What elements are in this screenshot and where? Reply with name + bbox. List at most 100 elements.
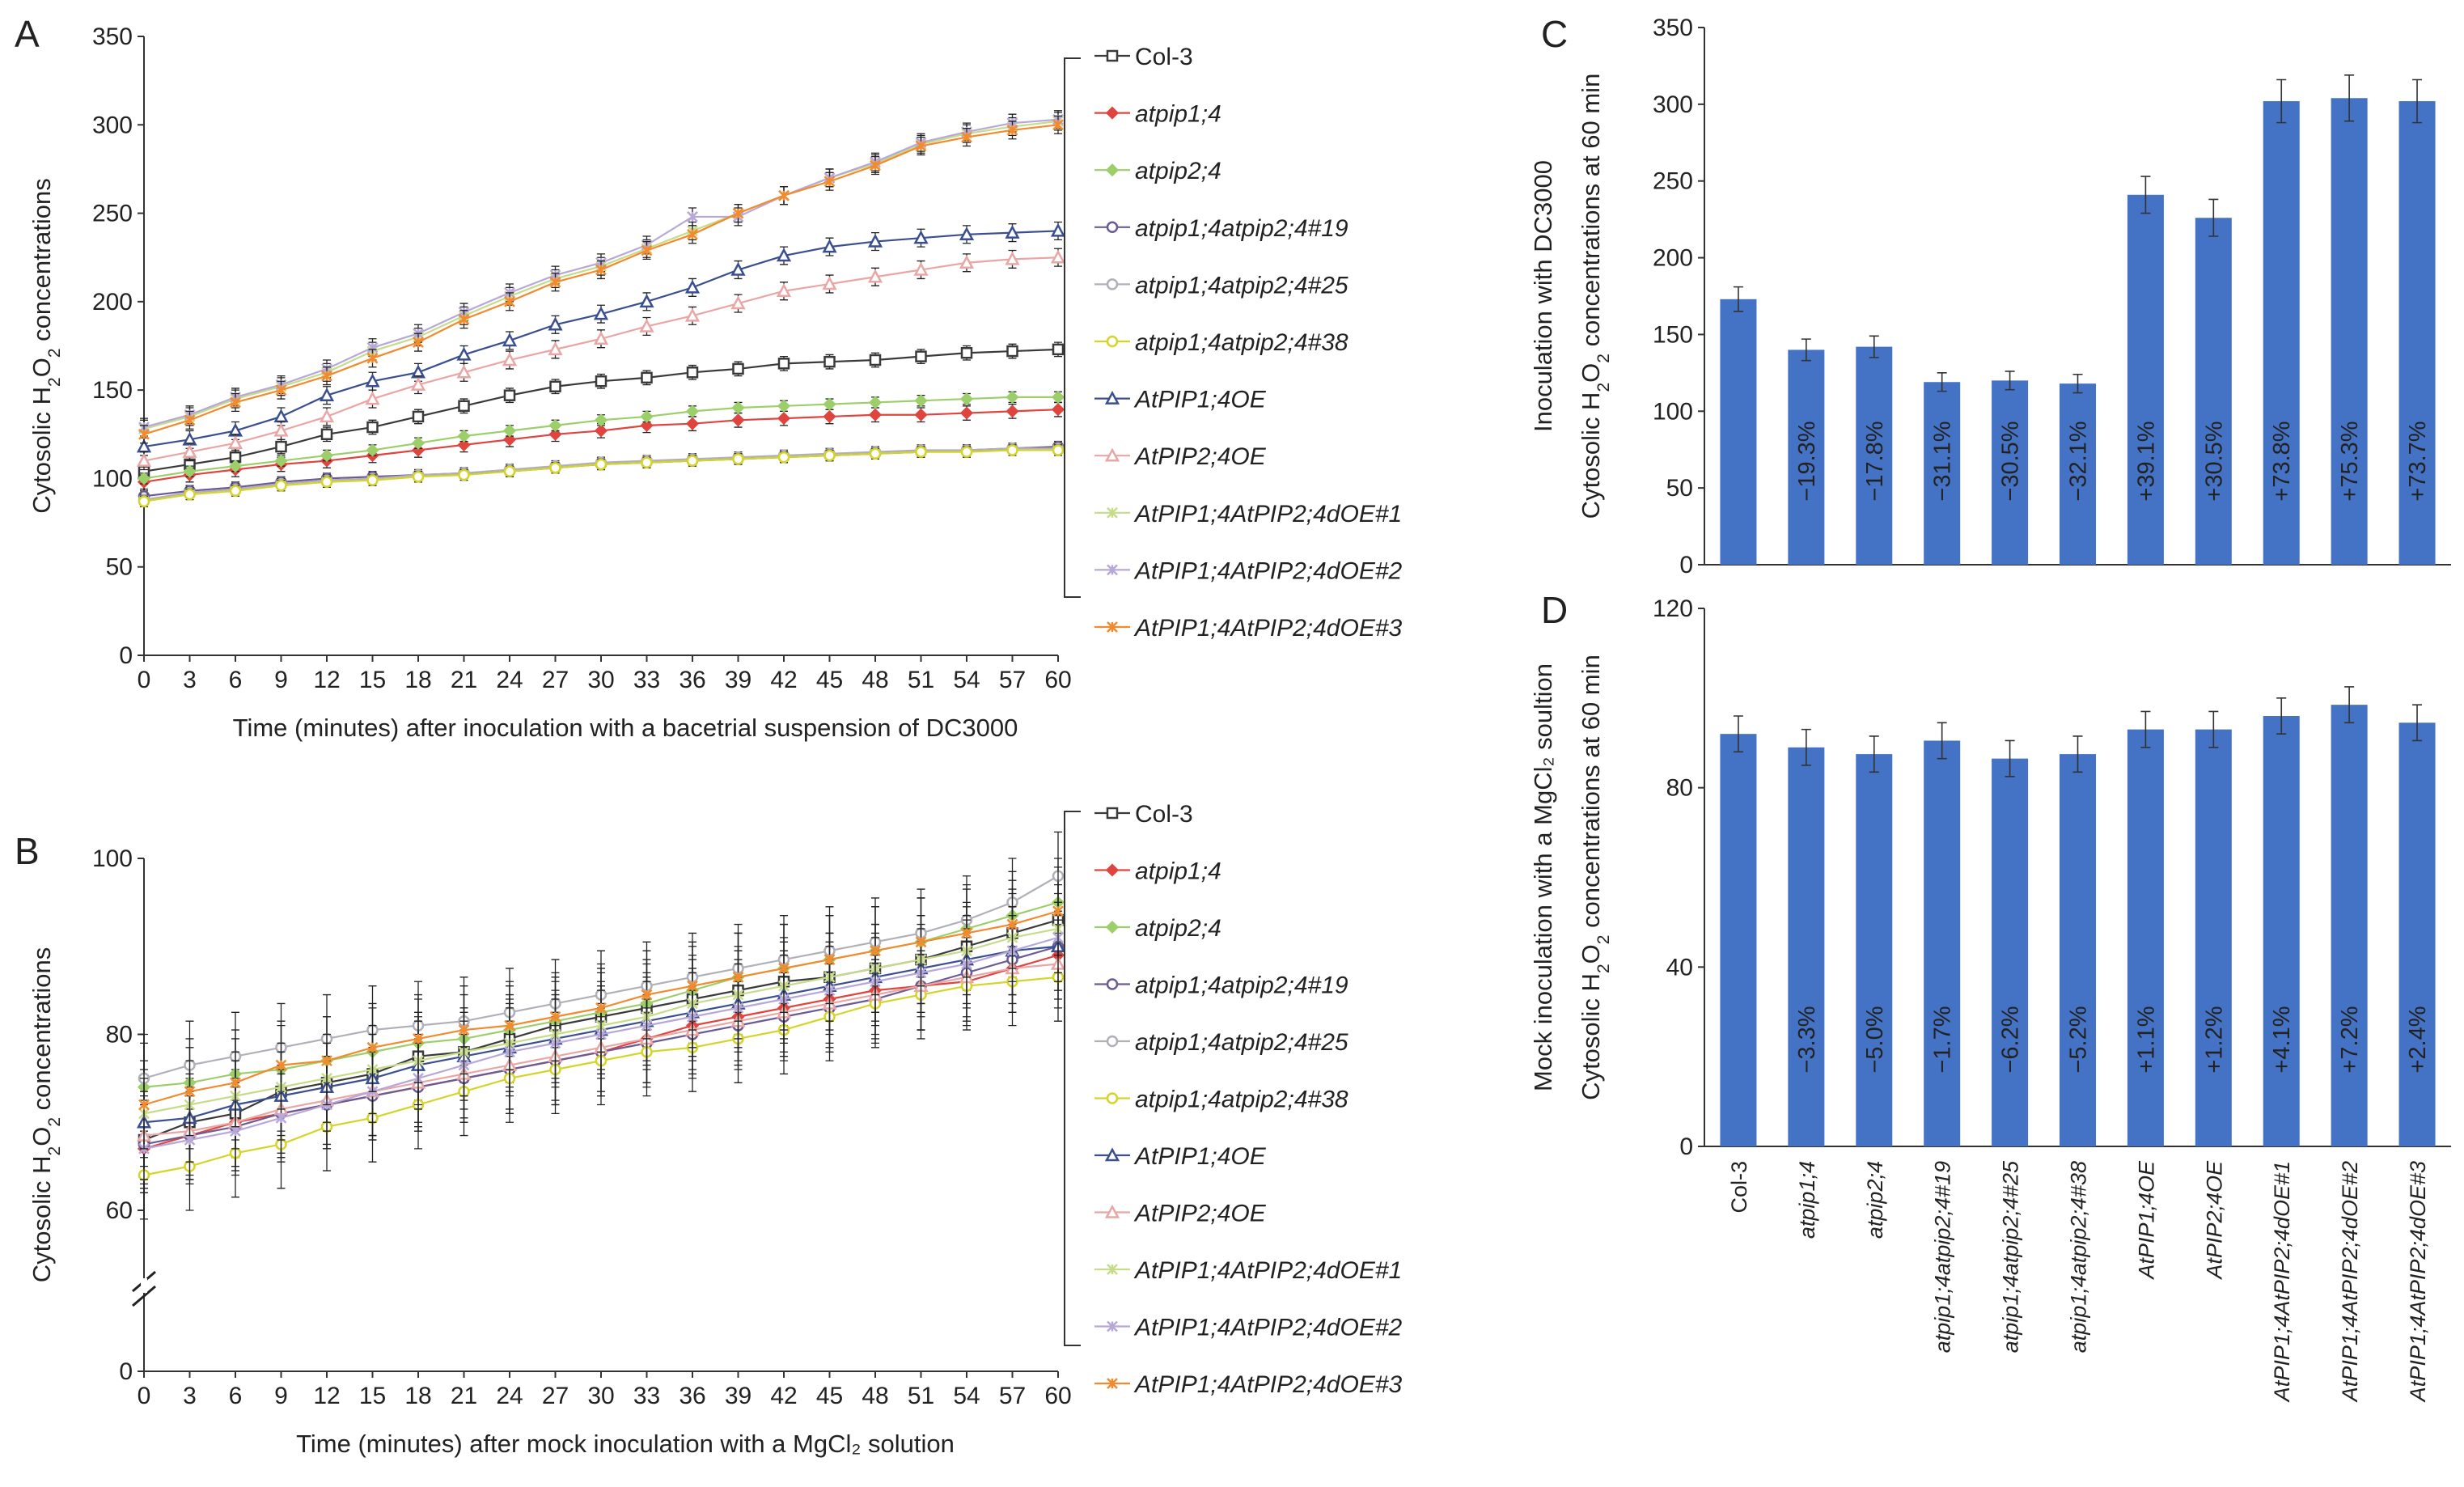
data-point — [914, 394, 928, 408]
legend-item-atpip1-4atpip2-4doe-1: AtPIP1;4AtPIP2;4dOE#1 — [1094, 501, 1402, 527]
legend-item-atpip1-4atpip2-4-19: atpip1;4atpip2;4#19 — [1094, 972, 1348, 999]
category-label: AtPIP1;4AtPIP2;4dOE#1 — [2270, 1161, 2294, 1403]
x-tick-label: 27 — [542, 1383, 569, 1409]
bar-atpip1-4oe: +1.1% AtPIP1;4OE — [2127, 710, 2164, 1281]
data-point — [777, 399, 791, 413]
legend-marker — [1104, 1147, 1120, 1162]
data-point — [961, 131, 972, 143]
data-point — [366, 474, 379, 486]
x-tick-label: 18 — [404, 667, 431, 693]
bar-atpip1-4atpip2-4-19: −1.7% atpip1;4atpip2;4#19 — [1924, 722, 1961, 1353]
x-tick-label: 36 — [679, 1383, 705, 1409]
data-point — [458, 1024, 470, 1036]
legend-item-atpip1-4oe: AtPIP1;4OE — [1094, 387, 1267, 413]
x-tick-label: 21 — [451, 667, 477, 693]
legend-label: atpip1;4atpip2;4#25 — [1135, 1029, 1348, 1056]
data-point — [867, 233, 883, 248]
data-point — [321, 1055, 332, 1067]
y-tick-label: 100 — [92, 845, 133, 872]
legend-item-atpip1-4atpip2-4doe-2: AtPIP1;4AtPIP2;4dOE#2 — [1094, 1315, 1403, 1341]
data-point — [730, 261, 746, 276]
legend-label: AtPIP1;4OE — [1133, 387, 1267, 413]
error-bar — [2208, 198, 2219, 237]
x-tick-label: 15 — [359, 667, 386, 693]
data-point — [320, 448, 334, 463]
data-point — [687, 211, 698, 222]
data-point — [777, 412, 791, 426]
data-point — [230, 396, 241, 409]
legend-item-atpip1-4atpip2-4doe-2: AtPIP1;4AtPIP2;4dOE#2 — [1094, 557, 1403, 584]
legend-item-atpip1-4: atpip1;4 — [1094, 101, 1221, 128]
panel-d: 04080120Col-3−3.3%atpip1;4−5.0%atpip2;4−… — [1529, 595, 2451, 1403]
error-bar — [2344, 74, 2355, 122]
data-point — [914, 408, 928, 422]
y-tick-label: 80 — [1666, 775, 1693, 802]
data-point — [411, 436, 425, 450]
bar-percent-label: +73.8% — [2269, 421, 2295, 501]
bar — [1720, 299, 1757, 565]
bar-percent-label: +73.7% — [2405, 421, 2431, 501]
data-point — [869, 447, 882, 460]
bar-percent-label: +30.5% — [2201, 421, 2227, 501]
error-bar — [2344, 686, 2355, 724]
error-bar — [1937, 372, 1947, 392]
data-point — [413, 1033, 424, 1044]
legend-marker — [1105, 863, 1120, 877]
data-point — [413, 337, 424, 349]
data-point — [595, 264, 607, 276]
legend: Col-3 atpip1;4 atpip2;4 atpip1;4atpip2;4#19… — [1064, 801, 1403, 1398]
error-bar — [2276, 78, 2287, 124]
data-point — [319, 388, 335, 401]
data-point — [1052, 343, 1065, 356]
y-axis-label: Inoculation with DC3000 — [1529, 160, 1557, 432]
data-point — [595, 375, 608, 388]
data-point — [778, 189, 790, 201]
category-label: atpip1;4 — [1795, 1161, 1819, 1239]
legend-label: AtPIP1;4AtPIP2;4dOE#1 — [1133, 1257, 1402, 1284]
legend-marker — [1106, 1035, 1119, 1048]
bar-atpip1-4oe: +39.1% — [2127, 176, 2164, 565]
bar-atpip1-4atpip2-4-19: −31.1% — [1924, 372, 1961, 565]
x-tick-label: 36 — [679, 667, 705, 693]
data-point — [1005, 224, 1020, 239]
data-point — [730, 295, 746, 310]
y-tick-label: 350 — [92, 23, 133, 50]
data-point — [275, 384, 287, 396]
data-point — [503, 465, 516, 477]
error-bar — [1801, 728, 1811, 766]
data-point — [915, 936, 927, 948]
data-point — [1006, 345, 1018, 358]
bar-atpip1-4atpip2-4doe-1: +4.1% AtPIP1;4AtPIP2;4dOE#1 — [2263, 697, 2300, 1403]
data-point — [595, 1002, 607, 1014]
error-bar — [1733, 715, 1743, 753]
bar — [2195, 729, 2232, 1146]
data-point — [549, 1010, 561, 1023]
legend-label: AtPIP1;4AtPIP2;4dOE#2 — [1133, 557, 1403, 584]
error-bar — [1937, 722, 1947, 760]
bar-atpip1-4atpip2-4doe-2: +7.2% AtPIP1;4AtPIP2;4dOE#2 — [2331, 686, 2368, 1403]
legend: Col-3 atpip1;4 atpip2;4 atpip1;4atpip2;4#19… — [1064, 44, 1403, 642]
category-label: atpip1;4atpip2;4#19 — [1931, 1161, 1955, 1353]
data-point — [915, 446, 927, 458]
data-point — [1005, 405, 1019, 418]
legend-marker — [1107, 564, 1118, 576]
bar-percent-label: +2.4% — [2405, 1006, 2431, 1073]
bar-percent-label: −3.3% — [1794, 1006, 1820, 1073]
legend-item-atpip2-4oe: AtPIP2;4OE — [1094, 443, 1267, 470]
bar-col-3: Col-3 — [1720, 715, 1757, 1214]
data-point — [960, 346, 973, 359]
category-label: AtPIP1;4AtPIP2;4dOE#3 — [2406, 1161, 2430, 1403]
data-point — [412, 410, 425, 423]
error-bar — [2005, 739, 2015, 777]
data-point — [823, 954, 836, 965]
legend-item-atpip1-4atpip2-4-25: atpip1;4atpip2;4#25 — [1094, 272, 1348, 299]
data-point — [823, 397, 836, 411]
data-point — [913, 230, 929, 244]
bar — [2331, 705, 2368, 1146]
y-axis-label: Cytosolic H2O2 concentrations — [28, 178, 64, 514]
data-point — [1006, 444, 1018, 456]
bar — [1992, 758, 2029, 1146]
x-tick-label: 33 — [633, 1383, 660, 1409]
y-tick-label: 80 — [106, 1022, 133, 1049]
